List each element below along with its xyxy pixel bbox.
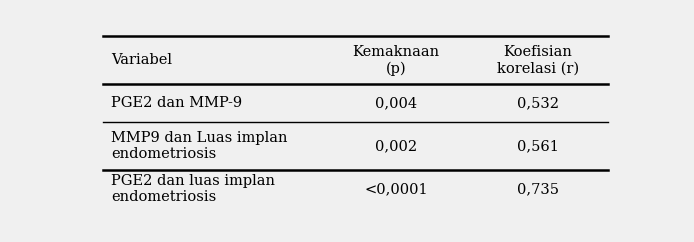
Text: <0,0001: <0,0001 bbox=[364, 182, 428, 196]
Text: 0,735: 0,735 bbox=[517, 182, 559, 196]
Text: 0,561: 0,561 bbox=[517, 139, 559, 153]
Text: 0,532: 0,532 bbox=[517, 96, 559, 110]
Text: Variabel: Variabel bbox=[111, 53, 172, 68]
Text: MMP9 dan Luas implan
endometriosis: MMP9 dan Luas implan endometriosis bbox=[111, 131, 287, 161]
Text: PGE2 dan luas implan
endometriosis: PGE2 dan luas implan endometriosis bbox=[111, 174, 275, 204]
Text: 0,002: 0,002 bbox=[375, 139, 417, 153]
Text: 0,004: 0,004 bbox=[375, 96, 417, 110]
Text: Kemaknaan
(p): Kemaknaan (p) bbox=[353, 45, 440, 76]
Text: Koefisian
korelasi (r): Koefisian korelasi (r) bbox=[497, 45, 579, 76]
Text: PGE2 dan MMP-9: PGE2 dan MMP-9 bbox=[111, 96, 242, 110]
